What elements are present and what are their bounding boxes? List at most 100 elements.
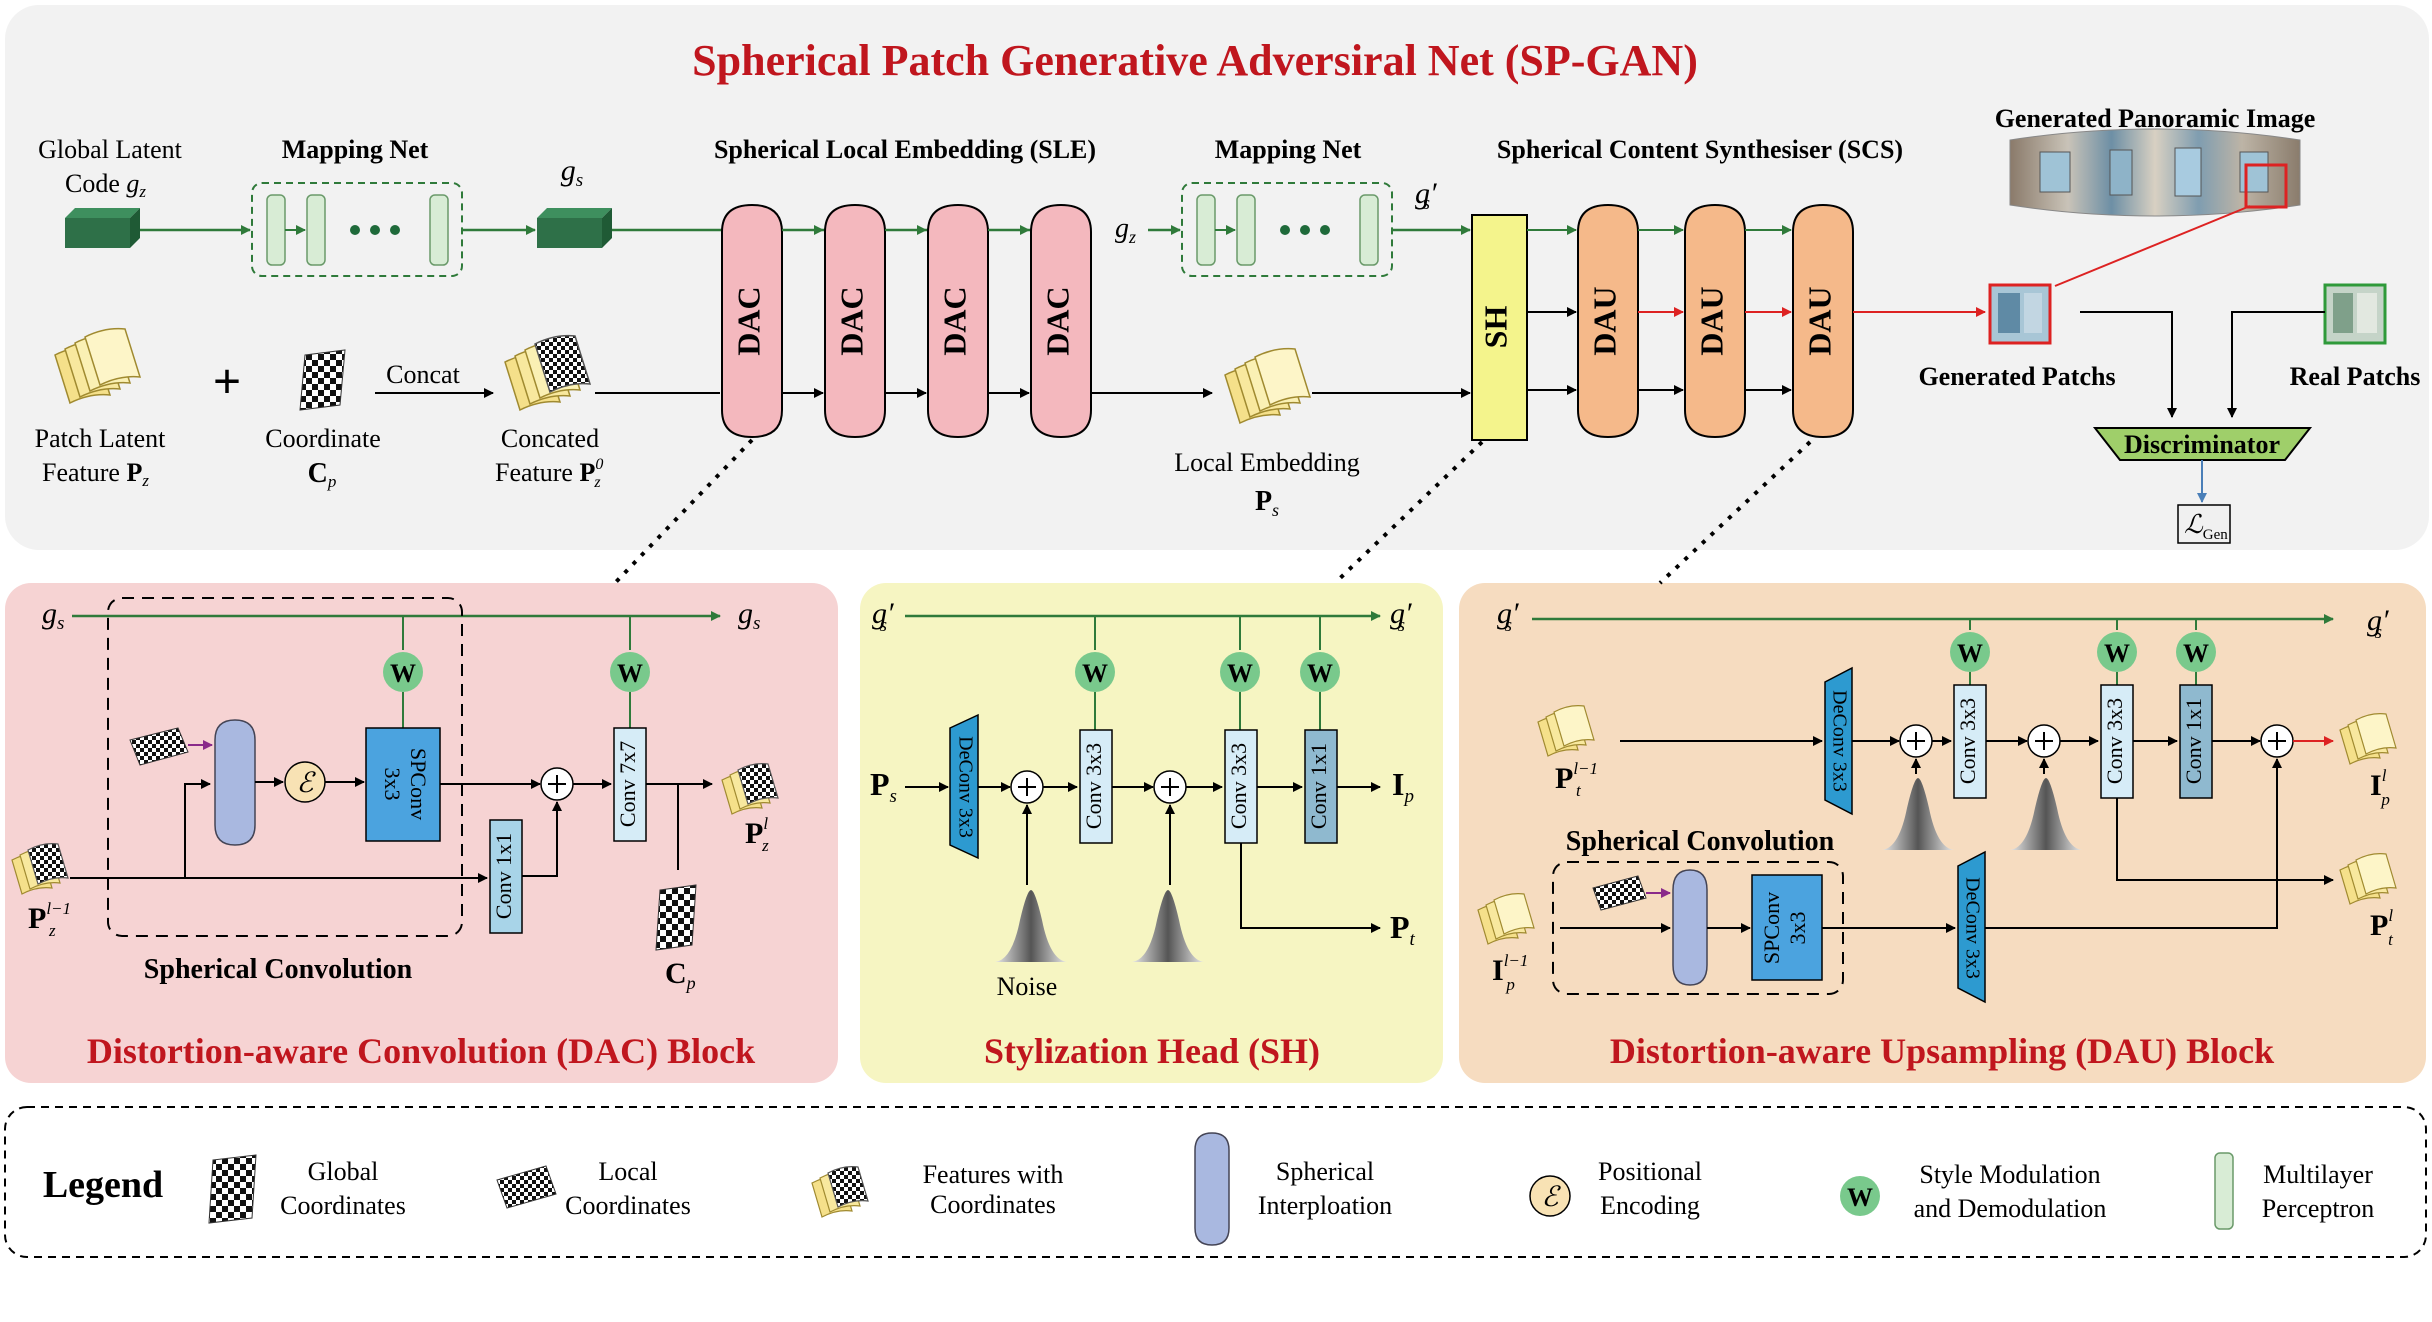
svg-text:Conv 3x3: Conv 3x3 <box>1955 698 1980 784</box>
concated-label-1: Concated <box>501 424 599 453</box>
dau-add2-node <box>2027 724 2061 758</box>
sle-title: Spherical Local Embedding (SLE) <box>714 135 1096 164</box>
svg-text:Conv 1x1: Conv 1x1 <box>491 833 516 919</box>
dau-local-coord-icon <box>1592 875 1647 911</box>
pano-title: Generated Panoramic Image <box>1995 104 2316 133</box>
legend-mlp-1: Multilayer <box>2263 1160 2373 1189</box>
mapping-net-1 <box>251 182 463 277</box>
dac-block-2: DAC <box>824 203 886 439</box>
sh-noise-2 <box>1132 890 1204 962</box>
sh-w3-badge: W <box>1300 652 1340 692</box>
concat-label: Concat <box>386 360 460 389</box>
svg-text:SH: SH <box>1477 306 1513 349</box>
svg-text:SPConv3x3: SPConv3x3 <box>1759 892 1810 964</box>
sh-add2-node <box>1153 770 1187 804</box>
global-latent-block <box>65 208 140 248</box>
gs-label: gs <box>561 154 583 191</box>
sh-w1-badge: W <box>1075 652 1115 692</box>
dau-conv1: Conv 1x1 <box>2179 684 2213 799</box>
dau-spherical-interp <box>1672 869 1708 986</box>
coordinate-icon <box>299 349 346 411</box>
svg-text:DeConv 3x3: DeConv 3x3 <box>1961 877 1983 979</box>
dau-conv3a: Conv 3x3 <box>1953 684 1987 799</box>
dau-deconv-to-add3 <box>1985 758 2282 929</box>
legend-global-coords-icon <box>208 1154 257 1224</box>
sh-noise-label: Noise <box>997 972 1058 1001</box>
mapping-net-2 <box>1181 182 1393 277</box>
local-embedding-icon <box>1224 347 1312 425</box>
sh-noise-1 <box>995 890 1067 962</box>
dau-noise-1 <box>1882 778 1954 850</box>
generated-patches-label: Generated Patchs <box>1918 362 2115 391</box>
concated-feature-icon <box>504 334 592 412</box>
sh-panel <box>860 583 1443 1083</box>
dau-input-p-label: Pl−1 t <box>1555 759 1598 800</box>
legend-features-icon <box>811 1166 869 1218</box>
dac-spherical-interp <box>214 719 256 846</box>
svg-text:ℰ: ℰ <box>1542 1182 1562 1213</box>
sh-output-i: Ip <box>1392 766 1414 807</box>
dau-output-i-label: Il p <box>2370 766 2390 809</box>
dac-input-icon <box>11 843 69 895</box>
pano-patch-link <box>2054 205 2251 287</box>
svg-text:W: W <box>1227 659 1253 688</box>
legend-local-coords-icon <box>496 1165 557 1209</box>
svg-text:DAU: DAU <box>1801 286 1837 355</box>
dac-spconv: SPConv3x3 <box>365 727 441 842</box>
sh-input-label: Ps <box>870 766 897 807</box>
dac-input-to-spconv <box>184 779 211 878</box>
sh-branch-to-pt <box>1240 843 1381 933</box>
legend-local-coords-1: Local <box>598 1157 657 1186</box>
legend-w-icon: W <box>1840 1176 1880 1216</box>
dau-gsp-left: g′s <box>1497 597 1519 636</box>
dac-output-label: Pl z <box>745 814 769 855</box>
dau-spherical-conv-label: Spherical Convolution <box>1566 826 1835 857</box>
dau-deconv-b: DeConv 3x3 <box>1957 850 1986 1004</box>
legend-style-1: Style Modulation <box>1919 1160 2100 1189</box>
dau-branch-to-pt <box>2116 798 2334 885</box>
svg-text:Conv 3x3: Conv 3x3 <box>2102 698 2127 784</box>
loss-box: ℒGen <box>2177 504 2231 544</box>
sh-conv3b: Conv 3x3 <box>1224 729 1258 844</box>
legend-title: Legend <box>43 1164 163 1206</box>
svg-text:Conv 7x7: Conv 7x7 <box>615 741 640 827</box>
legend-interp-1: Spherical <box>1276 1157 1374 1186</box>
dau-input-i-icon <box>1477 893 1535 945</box>
discriminator-block: Discriminator <box>2092 427 2313 461</box>
legend-features-1: Features with <box>923 1160 1064 1189</box>
svg-text:DAC: DAC <box>833 286 869 355</box>
generated-patch-image <box>1988 283 2052 345</box>
dau-block-1: DAU <box>1577 203 1639 439</box>
dau-w2-badge: W <box>2097 632 2137 672</box>
dau-add1-node <box>1899 724 1933 758</box>
dac-gs-right: gs <box>738 597 760 634</box>
gz2-label: gz <box>1115 213 1136 247</box>
svg-text:W: W <box>2104 639 2130 668</box>
concated-label-2: Feature P0 z <box>495 456 603 491</box>
svg-text:ℒGen: ℒGen <box>2184 510 2228 543</box>
svg-text:DAC: DAC <box>730 286 766 355</box>
dau-add3-node <box>2260 724 2294 758</box>
dau-block-3: DAU <box>1792 203 1854 439</box>
arrow-gen-disc <box>2080 311 2177 418</box>
svg-text:DeConv 3x3: DeConv 3x3 <box>954 736 976 838</box>
dac-block-3: DAC <box>927 203 989 439</box>
gs-block <box>537 208 612 248</box>
svg-text:W: W <box>1082 659 1108 688</box>
legend-mlp-2: Perceptron <box>2262 1194 2375 1223</box>
sh-conv1: Conv 1x1 <box>1304 729 1338 844</box>
sh-output-p: Pt <box>1390 909 1416 950</box>
coordinate-label: Coordinate <box>265 424 381 453</box>
global-latent-label-2: Code gz <box>65 169 146 201</box>
real-patch-image <box>2323 283 2387 345</box>
legend-features-2: Coordinates <box>930 1190 1056 1219</box>
legend-interp-icon <box>1194 1132 1230 1246</box>
svg-text:Conv 1x1: Conv 1x1 <box>2181 698 2206 784</box>
sh-block: SH <box>1471 214 1528 441</box>
patch-latent-icon <box>54 327 142 405</box>
dac-conv1: Conv 1x1 <box>489 819 523 934</box>
dau-output-p-icon <box>2339 853 2397 905</box>
legend-positional-icon: ℰ <box>1529 1175 1571 1217</box>
svg-text:Conv 3x3: Conv 3x3 <box>1081 743 1106 829</box>
